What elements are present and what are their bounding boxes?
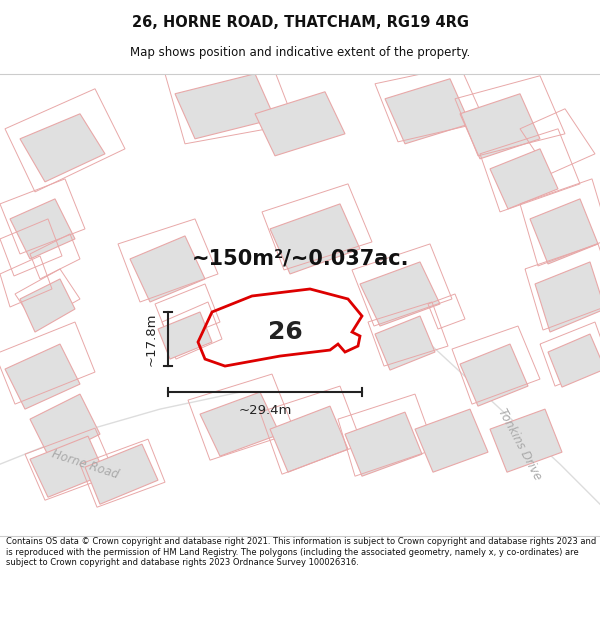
Polygon shape	[490, 149, 558, 209]
Polygon shape	[10, 199, 75, 259]
Polygon shape	[360, 262, 440, 326]
Text: Contains OS data © Crown copyright and database right 2021. This information is : Contains OS data © Crown copyright and d…	[6, 538, 596, 568]
Polygon shape	[20, 279, 75, 332]
Polygon shape	[20, 114, 105, 182]
Polygon shape	[415, 409, 488, 472]
Polygon shape	[270, 406, 348, 472]
Polygon shape	[460, 344, 528, 406]
Polygon shape	[385, 79, 470, 144]
Polygon shape	[5, 344, 80, 409]
Text: ~29.4m: ~29.4m	[238, 404, 292, 417]
Polygon shape	[30, 394, 100, 459]
Polygon shape	[175, 74, 275, 139]
Text: ~17.8m: ~17.8m	[145, 312, 158, 366]
Polygon shape	[30, 436, 105, 498]
Polygon shape	[130, 236, 205, 302]
Polygon shape	[200, 392, 280, 456]
Polygon shape	[158, 312, 212, 359]
Polygon shape	[460, 94, 540, 159]
Text: Horne Road: Horne Road	[50, 448, 120, 481]
Polygon shape	[490, 409, 562, 472]
Text: ~150m²/~0.037ac.: ~150m²/~0.037ac.	[191, 249, 409, 269]
Text: 26, HORNE ROAD, THATCHAM, RG19 4RG: 26, HORNE ROAD, THATCHAM, RG19 4RG	[131, 15, 469, 30]
Polygon shape	[530, 199, 598, 264]
Polygon shape	[255, 92, 345, 156]
Text: Tonkins Drive: Tonkins Drive	[496, 406, 544, 482]
Polygon shape	[535, 262, 600, 332]
Polygon shape	[375, 316, 435, 370]
Polygon shape	[548, 334, 600, 387]
Text: 26: 26	[268, 320, 302, 344]
Polygon shape	[270, 204, 360, 274]
Text: Map shows position and indicative extent of the property.: Map shows position and indicative extent…	[130, 46, 470, 59]
Polygon shape	[85, 444, 158, 504]
Polygon shape	[345, 412, 422, 476]
